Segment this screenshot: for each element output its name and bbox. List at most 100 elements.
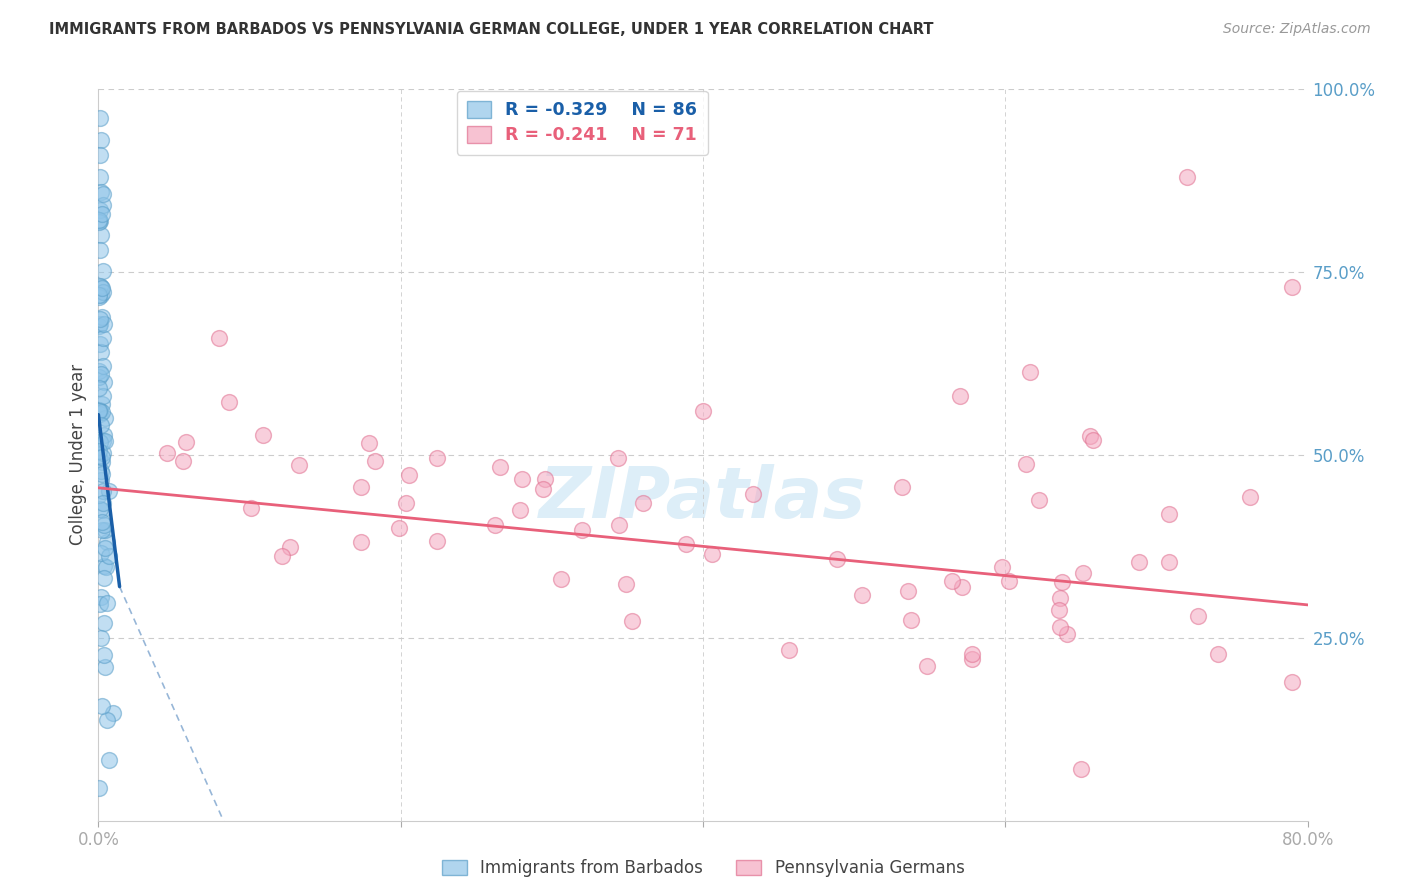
Point (87, 215, 110, 229)
Point (90, 228, 112, 243)
Point (90, 473, 112, 487)
Point (1049, 603, 1071, 617)
Point (89, 450, 111, 464)
Point (1128, 555, 1150, 569)
Point (93, 571, 115, 585)
Point (90, 418, 112, 433)
Point (93, 411, 115, 425)
Point (91, 434, 114, 448)
Point (1175, 169, 1198, 184)
Point (91, 484, 114, 499)
Point (90, 591, 112, 605)
Point (484, 517, 506, 532)
Point (89, 279, 111, 293)
Point (98, 484, 121, 499)
Point (91, 285, 114, 300)
Point (702, 547, 724, 561)
Point (1049, 620, 1071, 634)
Point (87, 290, 110, 304)
Point (398, 468, 420, 483)
Point (93, 660, 115, 674)
Point (607, 518, 630, 533)
Point (96, 596, 118, 610)
Point (96, 535, 118, 549)
Point (93, 523, 115, 537)
Point (91, 496, 114, 510)
Point (89, 597, 111, 611)
Text: IMMIGRANTS FROM BARBADOS VS PENNSYLVANIA GERMAN COLLEGE, UNDER 1 YEAR CORRELATIO: IMMIGRANTS FROM BARBADOS VS PENNSYLVANIA… (49, 22, 934, 37)
Point (87, 381, 110, 395)
Point (350, 534, 373, 549)
Point (890, 480, 912, 494)
Point (93, 559, 115, 574)
Point (614, 576, 637, 591)
Point (156, 446, 179, 460)
Point (89, 336, 111, 351)
Point (94, 560, 117, 574)
Point (998, 574, 1021, 588)
Point (90, 185, 112, 199)
Point (91, 455, 114, 469)
Point (87, 370, 110, 384)
Point (91, 467, 114, 481)
Y-axis label: College, Under 1 year: College, Under 1 year (69, 364, 87, 546)
Point (91, 331, 114, 345)
Point (89, 403, 111, 417)
Point (1056, 627, 1078, 641)
Point (89, 407, 111, 421)
Point (91, 446, 114, 460)
Point (1081, 433, 1104, 447)
Point (510, 472, 533, 486)
Point (900, 613, 922, 627)
Point (89, 148, 111, 162)
Point (93, 615, 115, 630)
Point (1028, 492, 1050, 507)
Point (90, 368, 112, 382)
Point (395, 496, 418, 510)
Point (851, 588, 873, 602)
Point (1015, 457, 1038, 471)
Point (1070, 763, 1092, 777)
Point (87, 487, 110, 501)
Point (692, 404, 714, 418)
Point (89, 434, 111, 449)
Point (90, 631, 112, 645)
Point (1018, 365, 1040, 379)
Point (675, 537, 697, 551)
Point (1078, 429, 1101, 443)
Point (89, 212, 111, 227)
Point (91, 187, 114, 202)
Point (97, 754, 120, 768)
Point (1052, 575, 1074, 590)
Point (91, 523, 114, 537)
Legend: R = -0.329    N = 86, R = -0.241    N = 71: R = -0.329 N = 86, R = -0.241 N = 71 (457, 91, 707, 155)
Point (89, 243, 111, 257)
Point (239, 500, 262, 515)
Point (98, 549, 121, 564)
Point (962, 652, 984, 666)
Point (287, 458, 309, 472)
Point (94, 541, 117, 556)
Point (388, 521, 411, 535)
Point (357, 436, 380, 450)
Point (607, 451, 630, 466)
Point (89, 780, 111, 795)
Point (90, 287, 112, 301)
Point (94, 434, 117, 448)
Point (91, 503, 114, 517)
Point (90, 344, 112, 359)
Point (897, 584, 920, 599)
Point (93, 317, 115, 331)
Point (172, 454, 194, 468)
Point (89, 214, 111, 228)
Point (1157, 507, 1180, 521)
Point (91, 359, 114, 373)
Point (426, 533, 449, 548)
Point (571, 523, 593, 537)
Point (91, 698, 114, 713)
Point (90, 133, 112, 147)
Point (90, 464, 112, 478)
Point (962, 647, 984, 661)
Point (176, 434, 198, 449)
Point (1049, 591, 1071, 606)
